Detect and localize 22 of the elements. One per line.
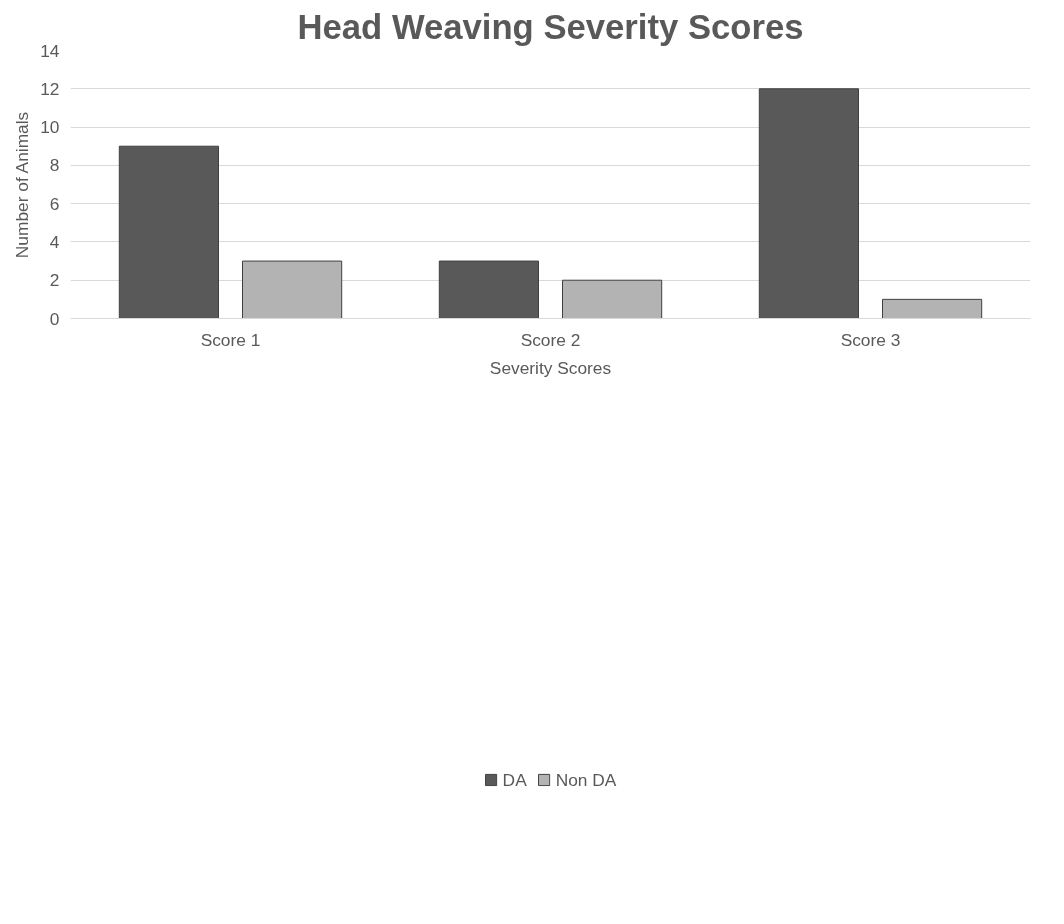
x-axis-title: Severity Scores — [489, 357, 612, 378]
y-tick-label: 8 — [49, 155, 60, 176]
y-tick-label: 6 — [49, 193, 60, 214]
bar — [438, 260, 539, 319]
chart-title: Head Weaving Severity Scores — [297, 7, 804, 46]
legend-label: Non DA — [555, 769, 617, 791]
y-tick-label: 4 — [49, 231, 60, 252]
y-tick-label: 14 — [40, 40, 60, 61]
bar — [882, 298, 983, 319]
legend-label: DA — [502, 769, 527, 791]
x-tick-label: Score 3 — [840, 329, 901, 350]
y-axis-title: Number of Animals — [12, 111, 33, 259]
x-tick-label: Score 1 — [200, 329, 261, 350]
x-tick-label: Score 2 — [520, 329, 581, 350]
y-tick-label: 12 — [40, 78, 60, 99]
y-tick-label: 10 — [40, 117, 60, 138]
bar — [562, 279, 663, 319]
bar — [758, 88, 859, 319]
bar — [242, 260, 343, 319]
bar — [118, 145, 219, 319]
y-tick-label: 0 — [49, 308, 60, 329]
y-tick-label: 2 — [49, 270, 60, 291]
